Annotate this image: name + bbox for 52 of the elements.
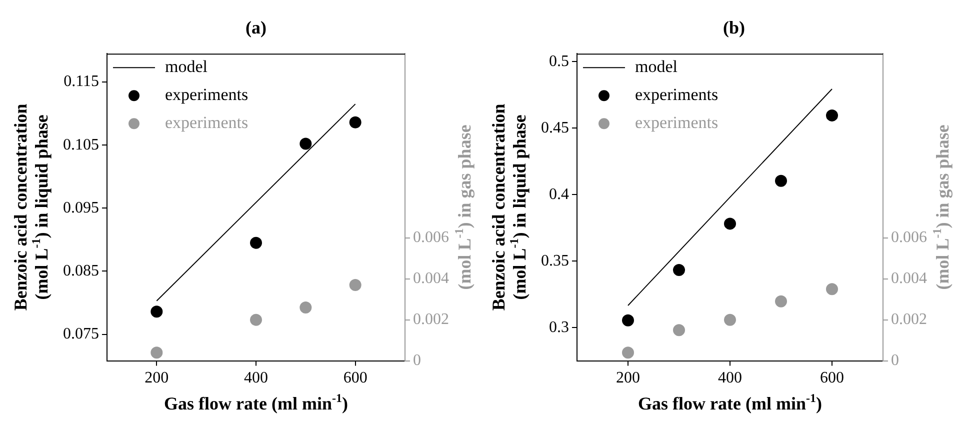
y-tick-label: 0.095 bbox=[63, 199, 99, 216]
legend-label: experiments bbox=[165, 113, 248, 132]
y-tick-label: 0.45 bbox=[541, 119, 569, 136]
point bbox=[673, 264, 685, 276]
point bbox=[673, 324, 685, 336]
y-tick-label: 0.115 bbox=[64, 73, 99, 90]
y-tick-label: 0.3 bbox=[549, 318, 569, 336]
legend-label: experiments bbox=[165, 85, 248, 104]
x-tick-label: 400 bbox=[244, 370, 268, 387]
x-tick-label: 600 bbox=[343, 370, 368, 387]
point bbox=[622, 314, 634, 326]
y-tick-label: 0.5 bbox=[549, 52, 569, 70]
chart-title: (a) bbox=[246, 17, 266, 38]
point bbox=[775, 174, 787, 187]
y2-axis-title: (mol L-1) in gas phase bbox=[452, 124, 475, 290]
y-tick-label: 0.105 bbox=[63, 136, 99, 154]
point bbox=[622, 346, 634, 359]
point bbox=[150, 306, 163, 318]
x-tick-label: 600 bbox=[820, 370, 844, 387]
chart-title: (b) bbox=[723, 17, 746, 38]
legend-label: model bbox=[635, 57, 678, 76]
legend-label: experiments bbox=[635, 85, 718, 104]
y2-tick-label: 0.006 bbox=[891, 229, 927, 246]
y2-axis-title: (mol L-1) in gas phase bbox=[930, 124, 953, 290]
point bbox=[150, 346, 163, 359]
legend-label: experiments bbox=[635, 113, 718, 132]
point bbox=[826, 283, 838, 296]
point bbox=[826, 109, 838, 122]
legend-label: model bbox=[165, 57, 208, 76]
x-tick-label: 200 bbox=[616, 370, 640, 387]
y-tick-label: 0.085 bbox=[63, 262, 99, 280]
y-tick-label: 0.35 bbox=[541, 252, 569, 270]
y2-tick-label: 0 bbox=[413, 352, 421, 370]
x-tick-label: 400 bbox=[718, 370, 742, 387]
point bbox=[775, 295, 787, 308]
y2-tick-label: 0.004 bbox=[891, 270, 927, 288]
y2-tick-label: 0.004 bbox=[413, 270, 449, 288]
point bbox=[724, 218, 736, 230]
point bbox=[300, 302, 312, 314]
point bbox=[250, 236, 262, 249]
y2-tick-label: 0.002 bbox=[413, 311, 449, 328]
point bbox=[300, 138, 312, 150]
point bbox=[349, 279, 362, 292]
point bbox=[349, 116, 362, 128]
point bbox=[724, 314, 736, 326]
y2-tick-label: 0.002 bbox=[891, 311, 927, 328]
y-tick-label: 0.4 bbox=[549, 186, 569, 203]
point bbox=[250, 314, 262, 326]
x-tick-label: 200 bbox=[144, 370, 169, 387]
y-tick-label: 0.075 bbox=[63, 326, 99, 343]
y2-tick-label: 0.006 bbox=[413, 229, 449, 246]
y2-tick-label: 0 bbox=[891, 352, 899, 370]
